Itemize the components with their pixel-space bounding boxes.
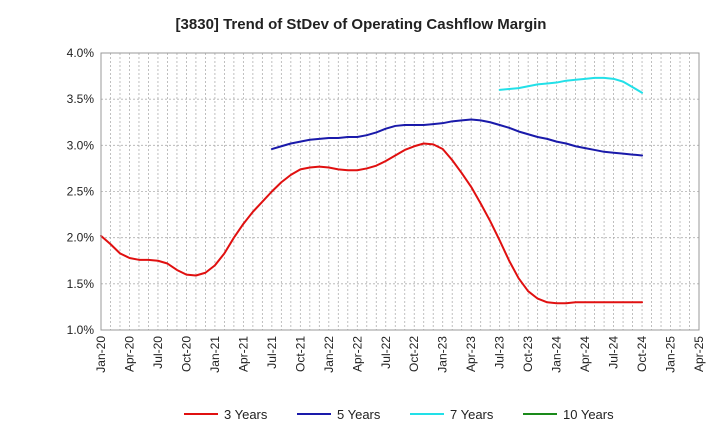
x-tick-label: Jan-23 — [436, 336, 450, 373]
x-tick-label: Apr-25 — [692, 336, 706, 372]
x-tick-label: Apr-23 — [464, 336, 478, 372]
y-tick-label: 3.5% — [67, 92, 95, 106]
x-tick-label: Jan-21 — [208, 336, 222, 373]
legend-label: 5 Years — [337, 407, 381, 422]
x-tick-label: Oct-23 — [521, 336, 535, 372]
y-tick-label: 3.0% — [67, 138, 95, 152]
x-tick-label: Oct-21 — [293, 336, 307, 372]
y-tick-label: 1.0% — [67, 323, 95, 337]
x-tick-label: Apr-22 — [350, 336, 364, 372]
series-lines — [100, 76, 644, 305]
x-tick-label: Apr-20 — [122, 336, 136, 372]
legend-label: 10 Years — [563, 407, 614, 422]
series-line — [100, 142, 644, 305]
series-line — [498, 76, 644, 94]
x-tick-label: Jan-22 — [322, 336, 336, 373]
x-tick-label: Oct-20 — [179, 336, 193, 372]
x-tick-label: Apr-24 — [578, 336, 592, 372]
chart-title: [3830] Trend of StDev of Operating Cashf… — [176, 16, 547, 33]
y-tick-label: 1.5% — [67, 277, 95, 291]
x-tick-label: Jan-25 — [664, 336, 678, 373]
x-tick-label: Jul-22 — [379, 336, 393, 369]
x-tick-label: Oct-24 — [635, 336, 649, 372]
x-axis-ticks: Jan-20 Apr-20 Jul-20 Oct-20 Jan-21 Apr-21 Jul-… — [94, 336, 706, 373]
y-tick-label: 2.5% — [67, 185, 95, 199]
plot-area-frame — [100, 52, 700, 331]
series-line — [270, 118, 644, 157]
x-tick-label: Jul-24 — [607, 336, 621, 369]
x-tick-label: Jan-24 — [550, 336, 564, 373]
x-tick-label: Oct-22 — [407, 336, 421, 372]
y-axis-ticks: 1.0% 1.5% 2.0% 2.5% 3.0% 3.5% 4.0% — [67, 46, 95, 337]
y-tick-label: 4.0% — [67, 46, 95, 60]
x-tick-label: Jan-20 — [94, 336, 108, 373]
legend-label: 3 Years — [224, 407, 268, 422]
x-tick-label: Jul-23 — [493, 336, 507, 369]
legend-label: 7 Years — [450, 407, 494, 422]
y-tick-label: 2.0% — [67, 231, 95, 245]
x-tick-label: Jul-21 — [265, 336, 279, 369]
legend: 3 Years 5 Years 7 Years 10 Years — [184, 407, 614, 422]
x-tick-label: Jul-20 — [151, 336, 165, 369]
x-tick-label: Apr-21 — [236, 336, 250, 372]
grid — [100, 52, 700, 331]
